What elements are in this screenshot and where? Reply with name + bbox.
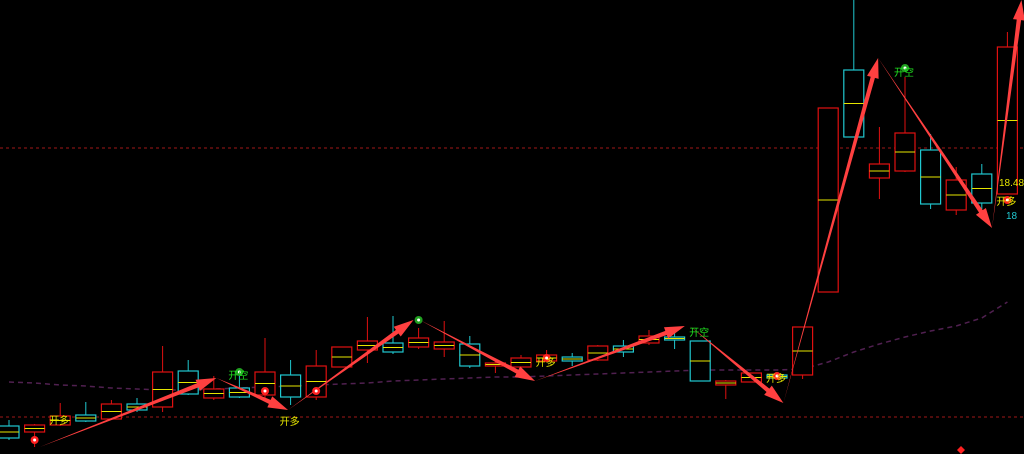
open-long-label: 开多 <box>280 415 300 428</box>
signal-dot-center <box>417 318 421 322</box>
open-short-label: 开空 <box>689 326 709 339</box>
signal-dot-center <box>775 374 779 378</box>
trend-arrow <box>39 378 217 447</box>
open-long-label: 开多 <box>49 414 69 427</box>
last-price-label: 18.48 <box>999 178 1024 189</box>
trend-arrow <box>535 326 685 381</box>
open-long-label: 开多 <box>536 356 556 369</box>
last-volume-label: 18 <box>1006 211 1018 222</box>
open-long-label: 开多 <box>766 372 786 385</box>
trend-arrow <box>288 320 414 410</box>
trend-arrow <box>689 326 784 403</box>
signal-dot-center <box>33 438 37 442</box>
red-diamond-marker <box>957 446 965 454</box>
signal-dot-center <box>314 389 318 393</box>
signal-dot-center <box>545 356 549 360</box>
signal-dot-center <box>1005 198 1009 202</box>
trend-arrow <box>216 378 289 410</box>
open-short-label: 开空 <box>228 369 248 382</box>
signal-dot-center <box>903 66 907 70</box>
open-long-label: 开多 <box>996 195 1016 208</box>
moving-average-line <box>8 301 1008 391</box>
signal-dot-center <box>237 370 241 374</box>
open-short-label: 开空 <box>894 66 914 79</box>
trend-arrow <box>419 320 536 381</box>
trend-arrow <box>783 58 879 403</box>
trend-arrow <box>878 58 993 228</box>
signal-dot-center <box>263 389 267 393</box>
